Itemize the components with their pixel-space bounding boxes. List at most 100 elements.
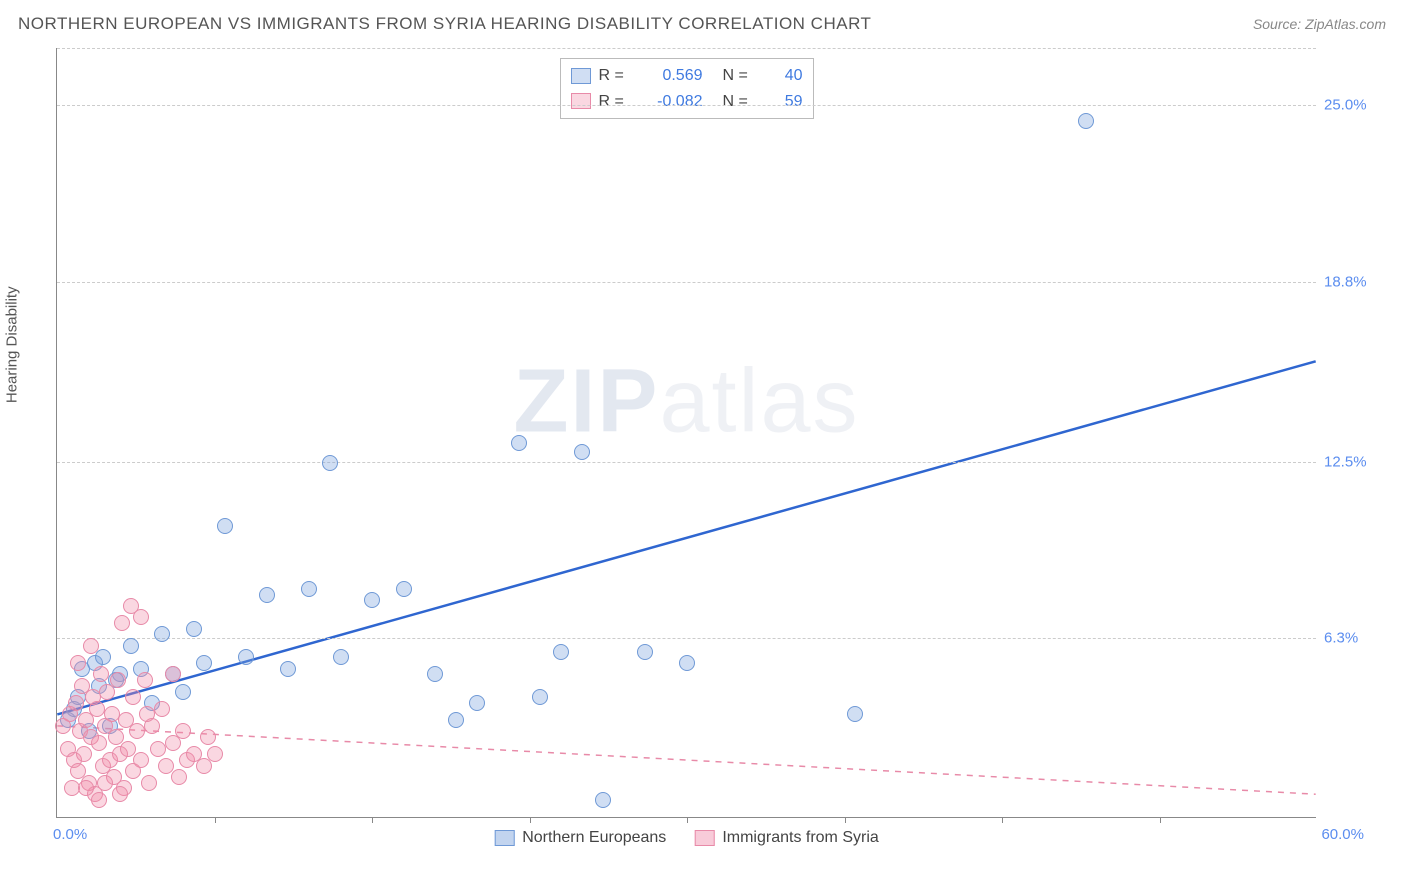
- data-point: [125, 689, 141, 705]
- data-point: [574, 444, 590, 460]
- legend-swatch: [571, 68, 591, 84]
- data-point: [165, 666, 181, 682]
- data-point: [112, 786, 128, 802]
- watermark-zip: ZIP: [513, 351, 659, 451]
- x-tick-mark: [687, 817, 688, 823]
- data-point: [511, 435, 527, 451]
- data-point: [68, 695, 84, 711]
- series-legend-item: Immigrants from Syria: [694, 829, 878, 847]
- trend-line: [57, 726, 1315, 794]
- data-point: [110, 672, 126, 688]
- data-point: [154, 701, 170, 717]
- y-tick-label: 18.8%: [1324, 273, 1388, 290]
- data-point: [78, 780, 94, 796]
- data-point: [553, 644, 569, 660]
- y-axis-label: Hearing Disability: [4, 286, 21, 403]
- data-point: [91, 792, 107, 808]
- data-point: [139, 706, 155, 722]
- legend-r-value: -0.082: [639, 89, 703, 115]
- legend-swatch: [571, 93, 591, 109]
- legend-n-value: 59: [763, 89, 803, 115]
- data-point: [186, 621, 202, 637]
- data-point: [469, 695, 485, 711]
- data-point: [137, 672, 153, 688]
- legend-r-label: R =: [599, 63, 631, 89]
- legend-r-label: R =: [599, 89, 631, 115]
- correlation-legend: R = 0.569 N = 40 R = -0.082 N = 59: [560, 58, 814, 119]
- data-point: [364, 592, 380, 608]
- series-legend: Northern Europeans Immigrants from Syria: [494, 829, 879, 847]
- legend-swatch: [494, 830, 514, 846]
- plot-region: ZIPatlas R =0.569N =40R =-0.082N =59 0.0…: [56, 48, 1316, 818]
- data-point: [217, 518, 233, 534]
- legend-n-label: N =: [723, 89, 755, 115]
- data-point: [259, 587, 275, 603]
- source-label: Source: ZipAtlas.com: [1253, 16, 1386, 32]
- gridline: [57, 48, 1316, 49]
- x-tick-mark: [530, 817, 531, 823]
- data-point: [301, 581, 317, 597]
- data-point: [97, 775, 113, 791]
- data-point: [175, 723, 191, 739]
- x-tick-mark: [372, 817, 373, 823]
- data-point: [93, 666, 109, 682]
- data-point: [280, 661, 296, 677]
- x-tick-mark: [845, 817, 846, 823]
- data-point: [150, 741, 166, 757]
- x-tick-mark: [1002, 817, 1003, 823]
- data-point: [114, 615, 130, 631]
- data-point: [104, 706, 120, 722]
- data-point: [396, 581, 412, 597]
- x-origin-label: 0.0%: [53, 826, 87, 843]
- gridline: [57, 282, 1316, 283]
- legend-r-value: 0.569: [639, 63, 703, 89]
- series-legend-item: Northern Europeans: [494, 829, 666, 847]
- gridline: [57, 105, 1316, 106]
- legend-n-label: N =: [723, 63, 755, 89]
- data-point: [154, 626, 170, 642]
- data-point: [129, 723, 145, 739]
- data-point: [76, 746, 92, 762]
- data-point: [133, 609, 149, 625]
- data-point: [196, 655, 212, 671]
- data-point: [847, 706, 863, 722]
- y-tick-label: 12.5%: [1324, 453, 1388, 470]
- data-point: [679, 655, 695, 671]
- data-point: [141, 775, 157, 791]
- trend-lines: [57, 48, 1316, 817]
- data-point: [175, 684, 191, 700]
- data-point: [171, 769, 187, 785]
- legend-row: R = -0.082 N = 59: [571, 89, 803, 115]
- watermark: ZIPatlas: [513, 350, 859, 453]
- series-legend-label: Northern Europeans: [522, 829, 666, 847]
- x-tick-mark: [1160, 817, 1161, 823]
- series-legend-label: Immigrants from Syria: [722, 829, 878, 847]
- data-point: [637, 644, 653, 660]
- data-point: [1078, 113, 1094, 129]
- chart-title: NORTHERN EUROPEAN VS IMMIGRANTS FROM SYR…: [18, 14, 871, 34]
- data-point: [200, 729, 216, 745]
- data-point: [207, 746, 223, 762]
- chart-area: Hearing Disability ZIPatlas R =0.569N =4…: [18, 38, 1388, 868]
- data-point: [64, 780, 80, 796]
- data-point: [91, 735, 107, 751]
- legend-swatch: [694, 830, 714, 846]
- legend-n-value: 40: [763, 63, 803, 89]
- data-point: [70, 655, 86, 671]
- header: NORTHERN EUROPEAN VS IMMIGRANTS FROM SYR…: [0, 0, 1406, 38]
- gridline: [57, 462, 1316, 463]
- data-point: [133, 752, 149, 768]
- data-point: [448, 712, 464, 728]
- data-point: [123, 638, 139, 654]
- data-point: [89, 701, 105, 717]
- legend-row: R = 0.569 N = 40: [571, 63, 803, 89]
- data-point: [95, 649, 111, 665]
- x-tick-mark: [215, 817, 216, 823]
- data-point: [333, 649, 349, 665]
- data-point: [83, 638, 99, 654]
- y-tick-label: 25.0%: [1324, 97, 1388, 114]
- watermark-atlas: atlas: [659, 351, 859, 451]
- data-point: [532, 689, 548, 705]
- data-point: [322, 455, 338, 471]
- x-max-label: 60.0%: [1321, 826, 1364, 843]
